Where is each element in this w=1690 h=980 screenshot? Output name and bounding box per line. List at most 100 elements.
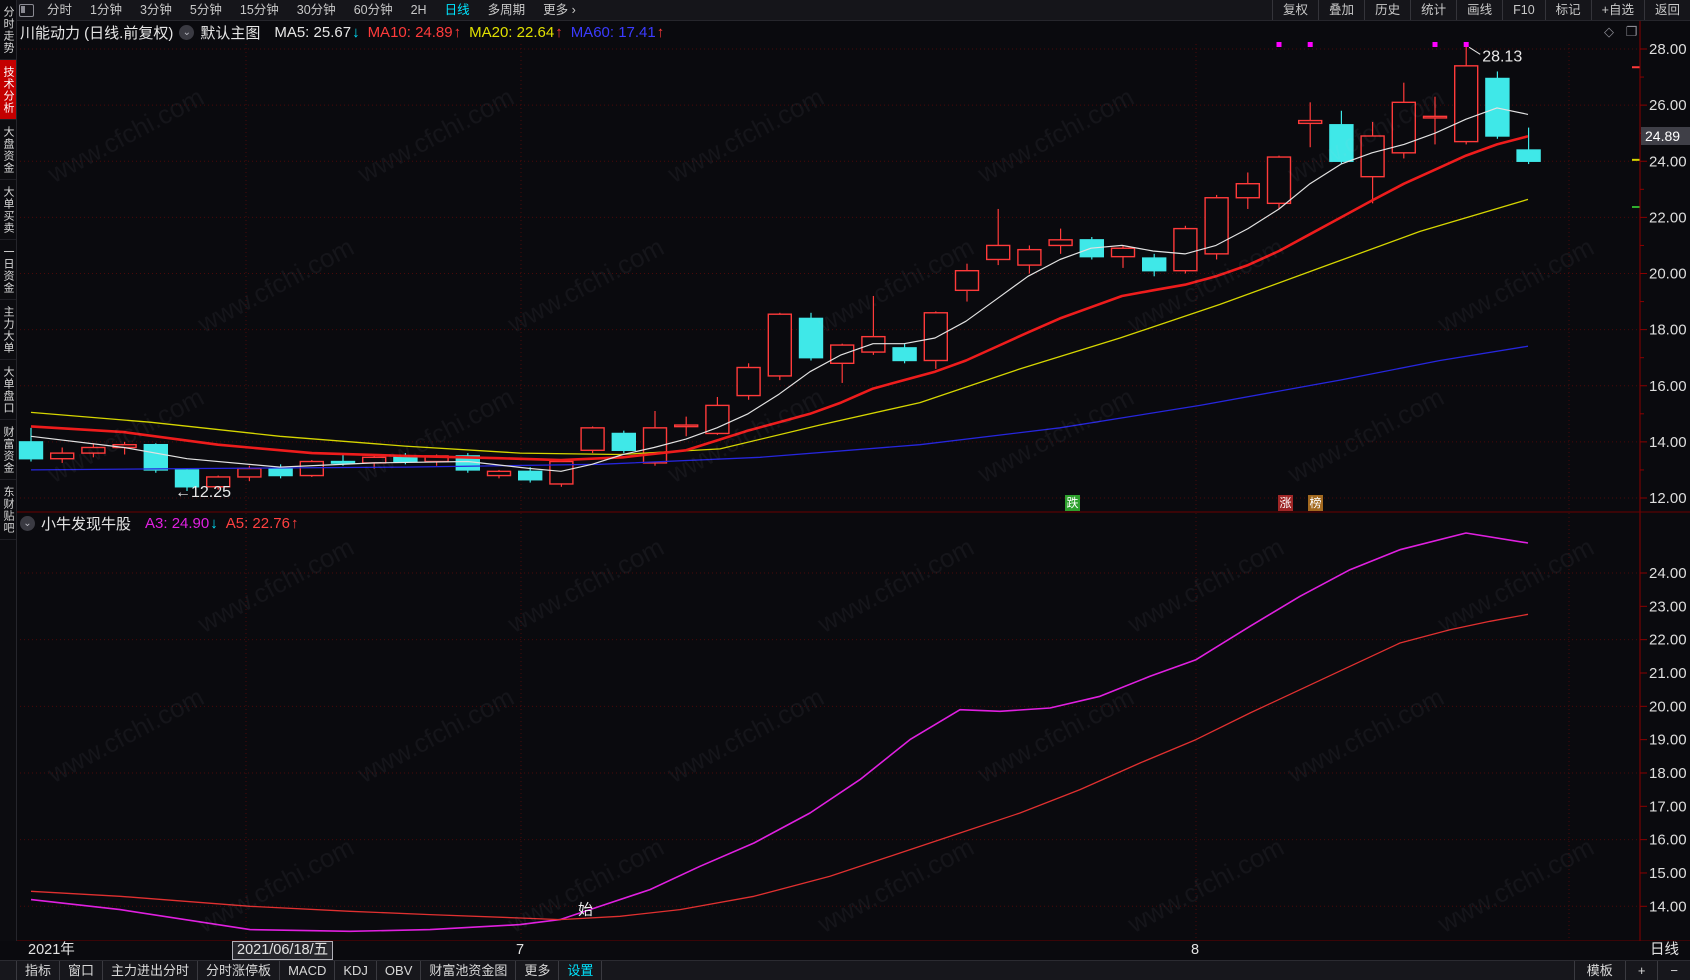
top-right-button-2[interactable]: 历史	[1364, 0, 1410, 20]
indicator-label-text: A5: 22.76	[225, 515, 290, 532]
series-A5	[30, 613, 1529, 921]
ma-label-0: MA5: 25.67 ↓	[274, 24, 359, 41]
ma-label-2: MA20: 22.64 ↑	[469, 24, 563, 41]
rank-badge-2[interactable]: 榜	[1308, 495, 1323, 511]
rank-badge-1[interactable]: 涨	[1278, 495, 1293, 511]
high-annotation: 28.13	[1482, 48, 1522, 65]
candle	[861, 295, 886, 355]
bottom-right-button-0[interactable]: 模板	[1573, 961, 1625, 980]
candle	[736, 363, 761, 400]
top-right-button-4[interactable]: 画线	[1456, 0, 1502, 20]
bottom-tab-4[interactable]: MACD	[280, 961, 336, 980]
stock-title: 川能动力 (日线.前复权)	[20, 25, 174, 42]
sidebar-item-3[interactable]: 大单买卖	[0, 180, 16, 240]
candle	[1110, 245, 1136, 268]
period-tab-0[interactable]: 分时	[47, 3, 73, 17]
candle	[1141, 253, 1167, 277]
period-tab-3[interactable]: 5分钟	[189, 3, 222, 17]
ma-arrow-icon: ↑	[453, 24, 462, 41]
indicator-arrow-icon: ↓	[210, 515, 218, 532]
overlay-selector[interactable]: 默认主图	[200, 25, 261, 42]
left-sidebar: 分时走势 技术分析 大盘资金 大单买卖 一日资金 主力大单 大单盘口 财富资金 东财贴吧	[0, 0, 17, 941]
candle	[1422, 96, 1448, 145]
sidebar-item-0[interactable]: 分时走势	[0, 0, 16, 60]
indicator-label-1: A5: 22.76 ↑	[226, 515, 299, 532]
ma-arrow-icon: ↑	[656, 24, 665, 41]
lower-y-label: 19.00	[1649, 732, 1687, 749]
bottom-right-button-2[interactable]: −	[1657, 961, 1690, 980]
period-tab-6[interactable]: 60分钟	[353, 3, 393, 17]
candle	[1048, 228, 1073, 254]
ma-labels: MA5: 25.67 ↓ MA10: 24.89 ↑ MA20: 22.64 ↑ MA60:…	[266, 24, 664, 41]
lower-y-label: 21.00	[1649, 665, 1687, 682]
sidebar-item-4[interactable]: 一日资金	[0, 240, 16, 300]
sidebar-item-6[interactable]: 大单盘口	[0, 360, 16, 420]
marker-dot	[1432, 42, 1438, 47]
bottom-right-button-1[interactable]: +	[1624, 961, 1658, 980]
indicator-dropdown-icon[interactable]: ⌄	[20, 516, 35, 531]
chart-canvas[interactable]: 28.00 26.00 24.00 22.00 20.00 18.00 16.00 14.00…	[16, 0, 1690, 959]
ma-label-text: MA20: 22.64	[469, 24, 555, 41]
top-right-button-5[interactable]: F10	[1502, 0, 1545, 20]
candle	[486, 469, 512, 479]
top-right-button-0[interactable]: 复权	[1272, 0, 1318, 20]
bottom-tab-2[interactable]: 主力进出分时	[103, 961, 199, 980]
top-toolbar: 分时 1分钟 3分钟 5分钟 15分钟 30分钟 60分钟 2H 日线 多周期 更多 › 复权 叠加历…	[17, 0, 1690, 21]
series-A3	[30, 532, 1529, 933]
candle	[1485, 71, 1510, 139]
rank-badge-0[interactable]: 跌	[1065, 495, 1080, 511]
candle	[174, 468, 200, 491]
sidebar-item-8[interactable]: 东财贴吧	[0, 480, 16, 540]
x-axis-label-1: 2021/06/18/五	[232, 941, 334, 960]
x-axis-label-3: 8	[1191, 942, 1200, 958]
candle	[1173, 225, 1198, 274]
top-right-button-3[interactable]: 统计	[1410, 0, 1456, 20]
period-tab-9[interactable]: 多周期	[487, 3, 526, 17]
top-right-button-7[interactable]: +自选	[1590, 0, 1644, 20]
period-tab-1[interactable]: 1分钟	[90, 3, 122, 17]
ma-label-text: MA5: 25.67	[274, 24, 352, 41]
top-right-button-1[interactable]: 叠加	[1318, 0, 1364, 20]
bottom-toolbar-left: 指标 窗口 主力进出分时 分时涨停板 MACD KDJ OBV 财富池资金图 更多 设置	[0, 961, 603, 980]
marker-dot	[1276, 42, 1282, 47]
bottom-toolbar-right: 模板 + −	[1558, 961, 1690, 980]
period-tab-7[interactable]: 2H	[410, 3, 427, 17]
indicator-label-text: A3: 24.90	[145, 515, 210, 532]
candle	[705, 396, 730, 435]
sidebar-item-5[interactable]: 主力大单	[0, 300, 16, 360]
sidebar-item-7[interactable]: 财富资金	[0, 420, 16, 480]
sidebar-item-2[interactable]: 大盘资金	[0, 120, 16, 180]
ma-arrow-icon: ↑	[555, 24, 563, 41]
series-MA20	[30, 198, 1529, 456]
top-right-button-6[interactable]: 标记	[1544, 0, 1591, 20]
high-annotation-arrow	[1468, 46, 1481, 55]
lower-y-label: 18.00	[1649, 765, 1687, 782]
bottom-tab-6[interactable]: OBV	[377, 961, 422, 980]
period-tab-2[interactable]: 3分钟	[139, 3, 172, 17]
period-tab-10[interactable]: 更多 ›	[543, 3, 576, 17]
top-right-button-8[interactable]: 返回	[1643, 0, 1690, 20]
window-icon[interactable]	[19, 3, 34, 17]
bottom-tab-8[interactable]: 更多	[516, 961, 560, 980]
candle	[1017, 245, 1042, 274]
bottom-tab-9[interactable]: 设置	[559, 961, 603, 980]
bottom-tab-0[interactable]: 指标	[16, 961, 61, 980]
candle	[1204, 194, 1229, 260]
period-tab-8[interactable]: 日线	[444, 3, 470, 17]
bottom-tab-3[interactable]: 分时涨停板	[198, 961, 281, 980]
sidebar-item-1[interactable]: 技术分析	[0, 60, 16, 120]
bottom-tab-7[interactable]: 财富池资金图	[421, 961, 517, 980]
candle	[986, 208, 1011, 266]
bottom-tab-1[interactable]: 窗口	[60, 961, 104, 980]
candle	[674, 416, 699, 437]
overlay-dropdown-icon[interactable]: ⌄	[179, 25, 195, 40]
x-axis-label-2: 7	[516, 942, 525, 958]
candle	[642, 411, 668, 466]
main-y-label: 28.00	[1649, 41, 1687, 58]
period-tab-5[interactable]: 30分钟	[296, 3, 336, 17]
period-tab-4[interactable]: 15分钟	[239, 3, 279, 17]
pane-corner-icons[interactable]: ◇ ❐	[1604, 24, 1642, 39]
candle	[580, 426, 605, 454]
bottom-tab-5[interactable]: KDJ	[335, 961, 377, 980]
indicator-title[interactable]: 小牛发现牛股	[41, 516, 132, 533]
